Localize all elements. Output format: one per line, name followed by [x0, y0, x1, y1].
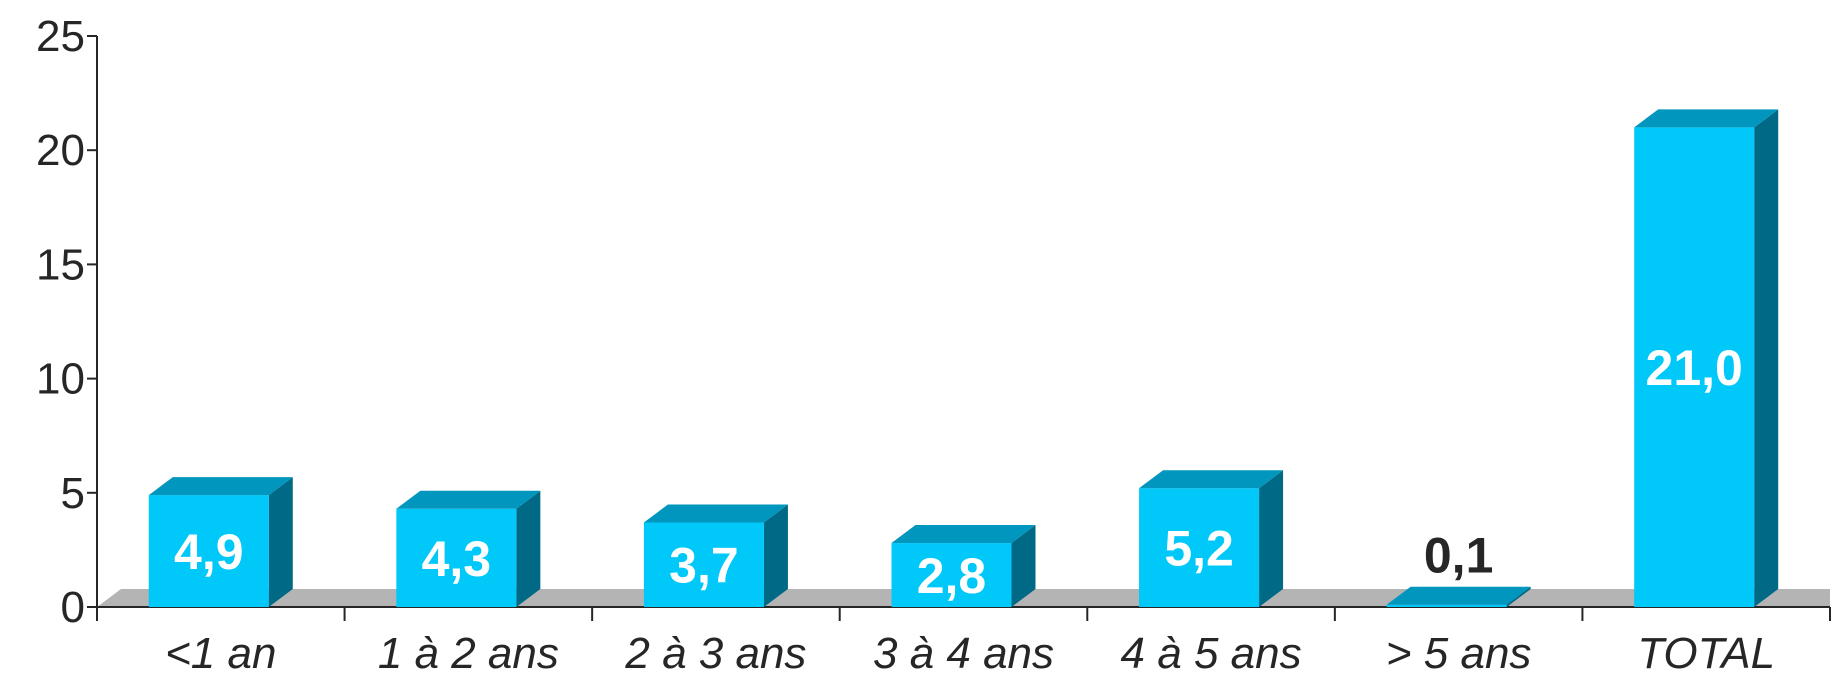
bar-top [643, 504, 788, 523]
chart-bars [148, 109, 1779, 608]
bar-front [891, 543, 1012, 607]
y-tick-label: 25 [36, 12, 85, 61]
y-tick-label: 5 [61, 469, 85, 518]
bar-top [891, 525, 1036, 544]
bar-top [396, 490, 541, 509]
bar-front [1386, 604, 1507, 607]
bar [396, 490, 541, 607]
bar [891, 525, 1036, 607]
bar-top [1139, 470, 1284, 489]
bar-side [1506, 586, 1531, 607]
x-tick-label: TOTAL [1637, 629, 1775, 678]
y-tick-label: 10 [36, 355, 85, 404]
bar-value-label: 3,7 [669, 538, 739, 594]
bar [1139, 470, 1284, 607]
bar [1634, 109, 1779, 608]
bar [1386, 586, 1531, 607]
bar-value-label: 2,8 [917, 548, 987, 604]
bar-top [1634, 109, 1779, 128]
bar-side [1754, 109, 1779, 608]
chart-labels: 4,9 <1 an 4,3 1 à 2 ans 3,7 2 à 3 ans 2,8 3 à 4… [165, 340, 1775, 678]
bar-side [1259, 470, 1284, 607]
bar [643, 504, 788, 607]
x-tick-label: 4 à 5 ans [1121, 629, 1302, 678]
bar-value-label: 5,2 [1164, 521, 1234, 577]
bar-front [643, 522, 764, 607]
bar-front [148, 495, 269, 607]
bar-value-label: 0,1 [1424, 528, 1494, 584]
x-tick-label: 1 à 2 ans [378, 629, 559, 678]
bar-top [148, 477, 293, 496]
bar-front [1139, 488, 1260, 607]
y-tick-label: 20 [36, 126, 85, 175]
bar [148, 477, 293, 607]
bar-value-label: 4,3 [422, 531, 492, 587]
bar-side [763, 504, 788, 607]
bar-top [1386, 586, 1531, 605]
bar-value-label: 4,9 [174, 524, 244, 580]
bar-side [268, 477, 293, 607]
bar-front [396, 508, 517, 607]
bar-side [516, 490, 541, 607]
y-tick-label: 15 [36, 240, 85, 289]
x-tick-label: 3 à 4 ans [873, 629, 1054, 678]
bar-value-label: 21,0 [1646, 340, 1743, 396]
bar-side [1011, 525, 1036, 607]
x-tick-label: <1 an [165, 629, 276, 678]
bar-front [1634, 127, 1755, 608]
y-tick-label: 0 [61, 583, 85, 632]
x-tick-label: 2 à 3 ans [624, 629, 806, 678]
x-tick-label: > 5 ans [1386, 629, 1532, 678]
